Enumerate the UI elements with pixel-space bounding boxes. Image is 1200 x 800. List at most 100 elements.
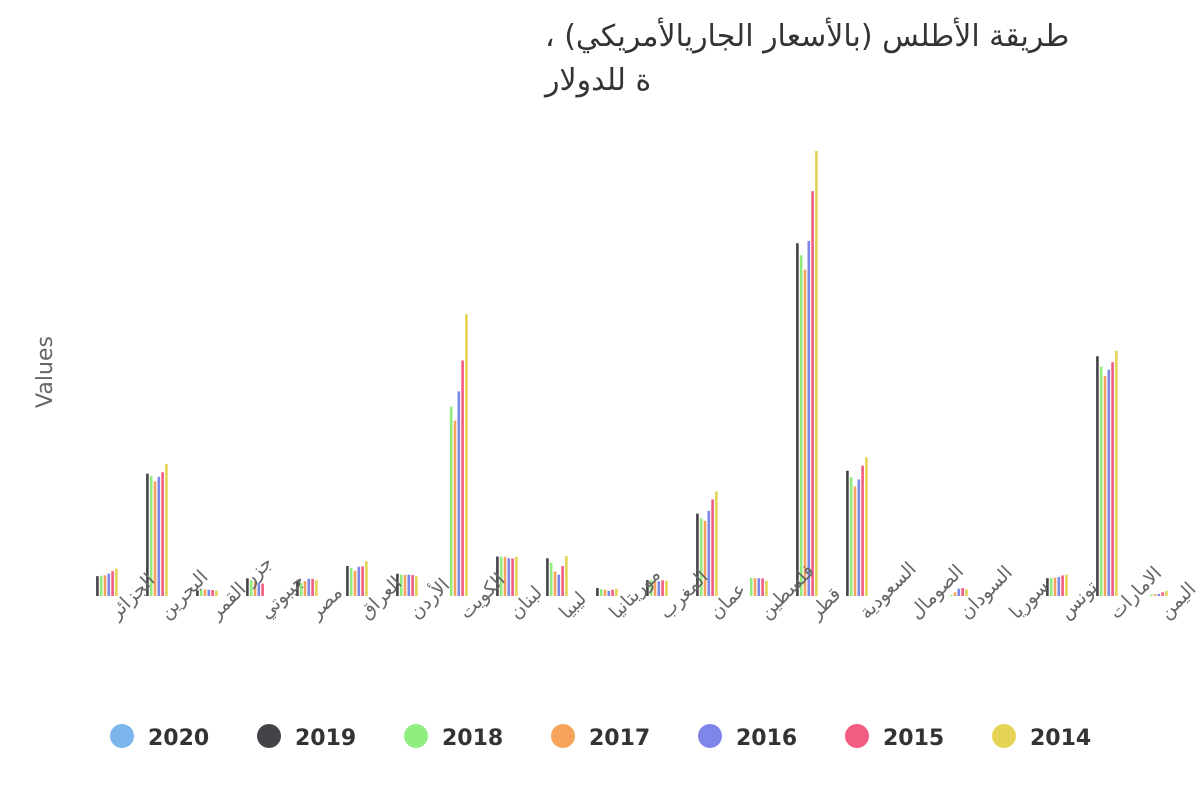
bar-2014-10[interactable] [615,588,618,596]
bar-2015-15[interactable] [861,465,864,596]
bar-2015-19[interactable] [1061,575,1064,596]
bar-2019-14[interactable] [796,243,799,596]
bar-2018-8[interactable] [499,556,503,596]
bar-2018-9[interactable] [549,562,553,596]
bar-2018-5[interactable] [349,567,353,596]
bar-2019-5[interactable] [346,565,349,596]
bar-2014-8[interactable] [515,556,518,596]
bar-2014-5[interactable] [365,561,368,596]
bar-2018-14[interactable] [799,255,803,596]
legend-item-2019[interactable]: 2019 [257,724,356,751]
legend-item-2020[interactable]: 2020 [110,724,209,751]
bar-2018-10[interactable] [599,589,603,596]
bar-2017-17[interactable] [953,592,957,596]
bar-2017-3[interactable] [253,581,257,596]
bar-2018-4[interactable] [299,582,303,596]
bar-2018-2[interactable] [199,589,203,596]
bar-2014-0[interactable] [115,568,118,596]
bar-2018-7[interactable] [449,406,453,596]
bar-2017-8[interactable] [503,556,507,596]
legend-item-2015[interactable]: 2015 [845,724,944,751]
bar-2019-6[interactable] [396,573,399,596]
bar-2019-10[interactable] [596,587,599,596]
bar-2015-13[interactable] [761,578,764,596]
bar-2017-11[interactable] [653,581,657,596]
bar-2015-7[interactable] [461,360,464,596]
bar-2015-21[interactable] [1161,592,1164,596]
bar-2014-7[interactable] [465,314,468,596]
legend-item-2017[interactable]: 2017 [551,724,650,751]
bar-2019-9[interactable] [546,558,549,596]
bar-2018-17[interactable] [949,594,953,596]
bar-2015-11[interactable] [661,580,664,596]
bar-2019-2[interactable] [196,590,199,596]
bar-2015-5[interactable] [361,566,364,596]
bar-2016-4[interactable] [307,578,311,596]
bar-2016-12[interactable] [707,510,711,596]
bar-2015-9[interactable] [561,566,564,596]
bar-2018-12[interactable] [699,518,703,596]
bar-2015-8[interactable] [511,558,514,597]
bar-2019-8[interactable] [496,556,499,597]
bar-2017-0[interactable] [103,575,107,596]
legend[interactable]: 2020 2019 2018 2017 2016 2015 2014 [110,724,1091,751]
bar-2016-5[interactable] [357,566,361,596]
bar-2015-6[interactable] [411,575,414,596]
bar-2017-4[interactable] [303,581,307,596]
bar-2018-20[interactable] [1099,366,1103,596]
bar-2017-13[interactable] [753,578,757,596]
bar-2015-12[interactable] [711,499,714,596]
bar-2014-2[interactable] [215,590,218,596]
bar-2014-21[interactable] [1165,590,1168,596]
bar-2018-0[interactable] [99,575,103,596]
bar-2014-17[interactable] [965,589,968,596]
bar-2015-2[interactable] [211,590,214,596]
bar-2019-15[interactable] [846,470,849,596]
bar-2016-13[interactable] [757,578,761,596]
bar-2014-9[interactable] [565,555,568,596]
bar-2017-14[interactable] [803,269,807,596]
bar-2014-12[interactable] [715,491,718,597]
bar-2018-13[interactable] [749,577,753,596]
legend-item-2018[interactable]: 2018 [404,724,503,751]
bar-2017-15[interactable] [853,486,857,596]
bar-2014-20[interactable] [1115,350,1118,596]
bar-2019-12[interactable] [696,513,699,596]
bar-2016-6[interactable] [407,574,411,596]
bar-2015-4[interactable] [311,578,314,596]
bar-2019-4[interactable] [296,580,299,596]
bar-2016-15[interactable] [857,479,861,596]
bar-2014-4[interactable] [315,580,318,596]
bar-2019-1[interactable] [146,473,149,596]
bar-2015-1[interactable] [161,472,164,596]
bar-2019-11[interactable] [646,580,649,596]
bar-2016-21[interactable] [1157,593,1161,596]
legend-item-2014[interactable]: 2014 [992,724,1091,751]
bar-2018-1[interactable] [149,476,153,596]
legend-item-2016[interactable]: 2016 [698,724,797,751]
bar-2016-10[interactable] [607,590,611,596]
bar-2016-7[interactable] [457,391,461,596]
bar-2017-20[interactable] [1103,376,1107,596]
bar-2018-19[interactable] [1049,578,1053,596]
bar-2014-6[interactable] [415,576,418,596]
bar-2014-15[interactable] [865,457,868,596]
bar-2014-1[interactable] [165,464,168,596]
bar-2017-21[interactable] [1153,594,1157,596]
bar-2015-0[interactable] [111,571,114,596]
bar-2016-11[interactable] [657,581,661,596]
bar-2017-1[interactable] [153,481,157,596]
bar-2016-2[interactable] [207,589,211,596]
bar-2016-1[interactable] [157,476,161,596]
bar-2018-15[interactable] [849,477,853,596]
bar-2015-14[interactable] [811,191,814,596]
bar-2016-8[interactable] [507,558,511,596]
bar-2017-19[interactable] [1053,577,1057,597]
bar-2019-19[interactable] [1046,578,1049,596]
bar-2014-14[interactable] [815,150,818,596]
bar-2017-7[interactable] [453,420,457,596]
bar-2016-14[interactable] [807,240,811,596]
bar-2015-10[interactable] [611,589,614,596]
bar-2017-12[interactable] [703,520,707,596]
bar-2018-3[interactable] [249,580,253,596]
